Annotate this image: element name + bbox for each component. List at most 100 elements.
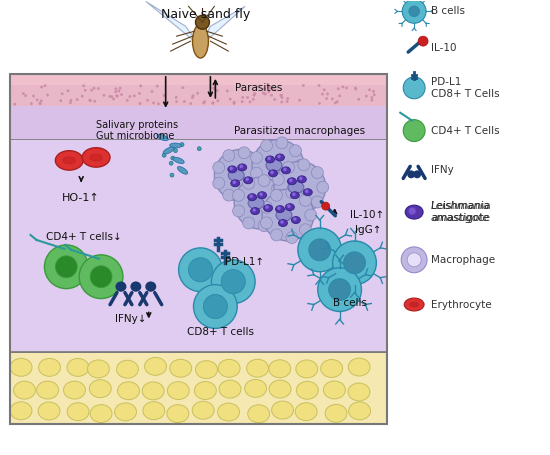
Circle shape <box>321 93 323 95</box>
Circle shape <box>270 170 274 174</box>
Circle shape <box>243 217 255 229</box>
Circle shape <box>238 192 250 204</box>
Circle shape <box>281 96 283 99</box>
Circle shape <box>182 86 184 89</box>
Circle shape <box>371 99 373 101</box>
Ellipse shape <box>118 382 140 399</box>
Circle shape <box>116 282 125 292</box>
Text: Parasitized macrophages: Parasitized macrophages <box>234 126 365 136</box>
Circle shape <box>403 120 425 142</box>
Circle shape <box>345 87 348 89</box>
FancyBboxPatch shape <box>10 84 387 106</box>
FancyBboxPatch shape <box>10 138 387 352</box>
Circle shape <box>192 95 194 97</box>
Ellipse shape <box>89 380 111 398</box>
Circle shape <box>204 101 206 103</box>
Circle shape <box>81 95 84 97</box>
Circle shape <box>40 100 42 102</box>
Ellipse shape <box>272 401 294 419</box>
Circle shape <box>214 88 216 91</box>
FancyBboxPatch shape <box>10 104 387 138</box>
Circle shape <box>41 86 43 88</box>
Circle shape <box>97 87 100 90</box>
Ellipse shape <box>349 402 371 420</box>
Circle shape <box>283 167 287 172</box>
Circle shape <box>119 87 122 89</box>
Ellipse shape <box>231 180 240 187</box>
Circle shape <box>257 169 269 181</box>
Circle shape <box>252 208 256 212</box>
Circle shape <box>61 92 63 95</box>
Polygon shape <box>200 6 245 46</box>
Circle shape <box>120 93 123 96</box>
Ellipse shape <box>285 204 294 211</box>
Circle shape <box>90 266 112 288</box>
Text: PD-L1
CD8+ T Cells: PD-L1 CD8+ T Cells <box>431 77 499 99</box>
Circle shape <box>264 93 266 95</box>
Ellipse shape <box>257 192 267 199</box>
Circle shape <box>169 161 173 165</box>
Ellipse shape <box>276 154 284 161</box>
Circle shape <box>249 101 251 103</box>
Circle shape <box>273 98 276 101</box>
Circle shape <box>212 102 214 105</box>
Circle shape <box>243 177 255 189</box>
Circle shape <box>223 189 235 201</box>
Circle shape <box>69 101 72 104</box>
Circle shape <box>277 154 281 158</box>
Circle shape <box>139 92 141 95</box>
Text: Leishmania
amastigote: Leishmania amastigote <box>431 201 491 223</box>
Circle shape <box>289 145 301 157</box>
Circle shape <box>249 194 253 198</box>
Ellipse shape <box>282 167 290 174</box>
Circle shape <box>109 95 111 98</box>
Ellipse shape <box>145 358 167 375</box>
Circle shape <box>89 99 91 101</box>
Circle shape <box>172 144 175 148</box>
Circle shape <box>261 217 272 229</box>
Circle shape <box>126 99 129 101</box>
Circle shape <box>286 101 288 103</box>
Circle shape <box>274 89 276 91</box>
Circle shape <box>268 86 270 88</box>
Circle shape <box>46 94 49 96</box>
Circle shape <box>358 98 360 101</box>
Ellipse shape <box>323 381 345 399</box>
Circle shape <box>413 170 421 178</box>
Polygon shape <box>146 1 200 46</box>
Circle shape <box>311 167 323 178</box>
Ellipse shape <box>248 197 264 209</box>
Circle shape <box>334 102 337 104</box>
Ellipse shape <box>167 404 189 423</box>
Circle shape <box>258 175 270 187</box>
Circle shape <box>271 189 283 201</box>
Circle shape <box>371 96 373 99</box>
Circle shape <box>302 84 305 86</box>
Circle shape <box>408 207 416 215</box>
Circle shape <box>368 89 371 91</box>
Circle shape <box>70 99 72 101</box>
Ellipse shape <box>228 169 244 181</box>
Circle shape <box>271 229 283 241</box>
Circle shape <box>277 206 281 210</box>
Circle shape <box>213 162 225 173</box>
Ellipse shape <box>269 360 291 378</box>
Circle shape <box>202 102 205 104</box>
Ellipse shape <box>90 404 112 423</box>
Text: CD4+ T Cells: CD4+ T Cells <box>431 126 499 136</box>
Circle shape <box>14 103 16 106</box>
Circle shape <box>213 177 225 189</box>
Ellipse shape <box>290 192 299 199</box>
Circle shape <box>261 140 272 152</box>
Circle shape <box>189 258 212 282</box>
Circle shape <box>112 98 115 100</box>
Circle shape <box>298 228 342 272</box>
Circle shape <box>354 87 356 89</box>
Circle shape <box>269 87 271 89</box>
Circle shape <box>183 101 185 103</box>
Ellipse shape <box>410 302 419 307</box>
Circle shape <box>239 164 243 168</box>
Ellipse shape <box>142 382 164 400</box>
Circle shape <box>299 224 311 236</box>
Circle shape <box>261 201 272 213</box>
